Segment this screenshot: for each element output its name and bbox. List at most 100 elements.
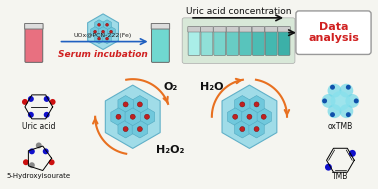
Text: Uric acid: Uric acid: [22, 122, 56, 131]
Circle shape: [98, 23, 101, 26]
Text: UOx@PCN-222(Fe): UOx@PCN-222(Fe): [74, 33, 132, 38]
Text: H₂O₂: H₂O₂: [156, 145, 184, 155]
Circle shape: [325, 164, 332, 171]
FancyBboxPatch shape: [151, 23, 170, 29]
Polygon shape: [125, 108, 140, 126]
Polygon shape: [132, 96, 147, 113]
FancyBboxPatch shape: [188, 27, 200, 55]
Polygon shape: [132, 120, 147, 138]
Polygon shape: [249, 96, 264, 113]
Polygon shape: [107, 27, 115, 37]
Text: TMB: TMB: [332, 172, 349, 181]
Text: Uric acid concentration: Uric acid concentration: [186, 7, 291, 16]
Polygon shape: [222, 85, 277, 148]
Polygon shape: [103, 34, 112, 44]
Circle shape: [123, 102, 128, 107]
FancyBboxPatch shape: [182, 18, 295, 63]
Circle shape: [94, 30, 96, 33]
Polygon shape: [105, 85, 160, 148]
Circle shape: [28, 112, 34, 118]
FancyBboxPatch shape: [265, 26, 277, 32]
Polygon shape: [103, 20, 112, 30]
Polygon shape: [95, 20, 103, 30]
Circle shape: [233, 114, 238, 119]
Text: 5-Hydroxyisourate: 5-Hydroxyisourate: [7, 173, 71, 179]
Circle shape: [254, 127, 259, 132]
FancyBboxPatch shape: [214, 27, 226, 55]
Circle shape: [137, 127, 143, 132]
Circle shape: [346, 112, 351, 117]
Circle shape: [29, 148, 35, 154]
Circle shape: [105, 37, 108, 40]
Polygon shape: [91, 27, 99, 37]
Circle shape: [49, 159, 54, 165]
Polygon shape: [111, 108, 126, 126]
FancyBboxPatch shape: [201, 27, 213, 55]
FancyBboxPatch shape: [214, 26, 226, 32]
Circle shape: [105, 23, 108, 26]
Text: Serum incubation: Serum incubation: [58, 50, 148, 59]
Circle shape: [328, 84, 341, 98]
FancyBboxPatch shape: [240, 27, 251, 55]
FancyBboxPatch shape: [227, 27, 239, 55]
Circle shape: [98, 37, 101, 40]
Circle shape: [22, 99, 28, 105]
FancyBboxPatch shape: [239, 26, 252, 32]
FancyBboxPatch shape: [253, 27, 264, 55]
Circle shape: [23, 159, 29, 165]
Circle shape: [116, 114, 121, 119]
Circle shape: [339, 104, 353, 118]
Circle shape: [28, 96, 34, 102]
Polygon shape: [139, 108, 155, 126]
Circle shape: [110, 30, 113, 33]
FancyBboxPatch shape: [188, 26, 200, 32]
FancyBboxPatch shape: [25, 24, 43, 62]
FancyBboxPatch shape: [278, 26, 290, 32]
Polygon shape: [242, 108, 257, 126]
Circle shape: [330, 112, 335, 117]
FancyBboxPatch shape: [201, 26, 213, 32]
FancyBboxPatch shape: [296, 11, 371, 54]
Circle shape: [123, 127, 128, 132]
Circle shape: [322, 94, 335, 108]
Circle shape: [44, 96, 50, 102]
Circle shape: [354, 98, 359, 103]
Polygon shape: [235, 96, 250, 113]
Circle shape: [50, 99, 56, 105]
Circle shape: [29, 162, 35, 168]
Circle shape: [322, 98, 327, 103]
Circle shape: [240, 102, 245, 107]
Circle shape: [130, 114, 135, 119]
Circle shape: [349, 150, 356, 157]
Polygon shape: [235, 120, 250, 138]
Circle shape: [254, 102, 259, 107]
Text: H₂O: H₂O: [200, 82, 224, 92]
FancyBboxPatch shape: [25, 23, 43, 29]
Polygon shape: [95, 34, 103, 44]
Polygon shape: [88, 14, 118, 50]
Circle shape: [247, 114, 252, 119]
Circle shape: [261, 114, 266, 119]
Circle shape: [339, 84, 353, 98]
Polygon shape: [99, 27, 107, 37]
Text: oxTMB: oxTMB: [328, 122, 353, 131]
Circle shape: [36, 143, 42, 148]
Circle shape: [43, 148, 49, 154]
Polygon shape: [228, 108, 243, 126]
Circle shape: [44, 112, 50, 118]
Circle shape: [240, 127, 245, 132]
Polygon shape: [118, 120, 133, 138]
Polygon shape: [249, 120, 264, 138]
Circle shape: [102, 30, 104, 33]
FancyBboxPatch shape: [265, 27, 277, 55]
FancyBboxPatch shape: [252, 26, 265, 32]
Circle shape: [345, 94, 359, 108]
FancyBboxPatch shape: [278, 27, 290, 55]
Circle shape: [328, 104, 341, 118]
Text: Data
analysis: Data analysis: [308, 22, 359, 43]
FancyBboxPatch shape: [152, 24, 169, 62]
Circle shape: [144, 114, 150, 119]
FancyBboxPatch shape: [226, 26, 239, 32]
Text: O₂: O₂: [163, 82, 177, 92]
Circle shape: [346, 85, 351, 90]
